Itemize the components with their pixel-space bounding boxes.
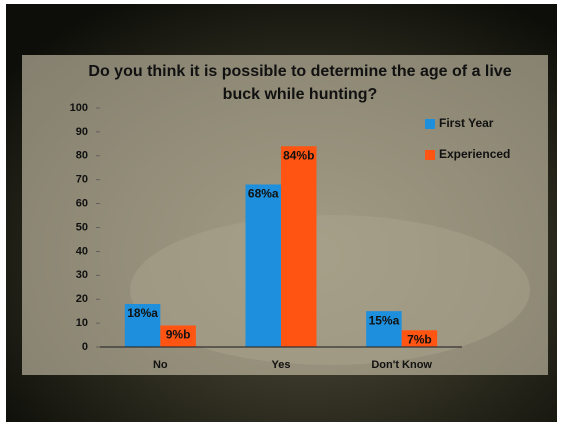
x-tick-label: Don't Know	[371, 359, 432, 371]
legend-label: First Year	[439, 116, 494, 130]
data-label: 84%b	[283, 148, 314, 162]
legend-swatch	[425, 119, 435, 129]
y-tick-label: 50	[76, 221, 88, 233]
y-tick-label: 20	[76, 293, 88, 305]
x-tick-label: No	[153, 359, 168, 371]
bar	[245, 184, 281, 347]
y-tick-label: 70	[76, 174, 88, 186]
data-label: 9%b	[166, 328, 191, 342]
y-tick-label: 80	[76, 150, 88, 162]
bar	[366, 311, 402, 347]
y-tick-label: 90	[76, 126, 88, 138]
x-tick-label: Yes	[272, 359, 291, 371]
bar	[124, 303, 161, 347]
bar	[401, 330, 438, 347]
y-tick-label: 100	[70, 102, 88, 114]
legend-label: Experienced	[439, 147, 510, 161]
y-tick-label: 10	[76, 317, 88, 329]
legend-swatch	[425, 150, 435, 160]
data-label: 68%a	[248, 187, 279, 201]
bar	[160, 325, 196, 347]
y-tick-label: 30	[76, 269, 88, 281]
y-tick-label: 40	[76, 245, 88, 257]
chart-title: Do you think it is possible to determine…	[88, 63, 512, 103]
y-tick-label: 60	[76, 198, 88, 210]
data-label: 18%a	[127, 306, 158, 320]
bar	[281, 146, 317, 347]
y-tick-label: 0	[82, 341, 88, 353]
data-label: 7%b	[407, 332, 432, 346]
data-label: 15%a	[369, 313, 400, 327]
